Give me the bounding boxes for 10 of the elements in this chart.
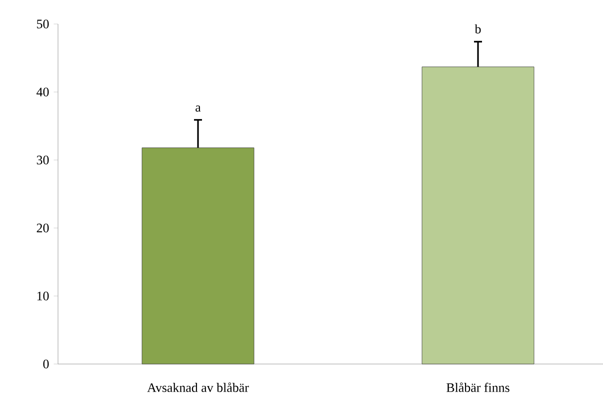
y-tick-label: 40 bbox=[36, 88, 49, 96]
x-tick-label: Blåbär finns bbox=[446, 382, 510, 392]
annotation: a bbox=[196, 105, 201, 112]
y-tick-label: 10 bbox=[37, 292, 49, 300]
x-tick-label: Avsaknad av blåbär bbox=[147, 382, 249, 392]
y-tick-label: 30 bbox=[36, 156, 49, 164]
y-tick-label: 20 bbox=[36, 224, 49, 232]
annotation: b bbox=[474, 24, 481, 34]
y-tick-label: 0 bbox=[43, 360, 49, 368]
y-tick-label: 50 bbox=[37, 20, 49, 28]
